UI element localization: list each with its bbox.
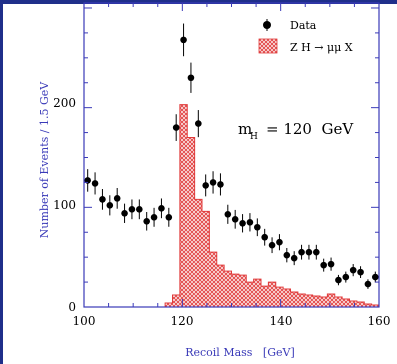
x-tick-label-100: 100 — [73, 314, 96, 328]
signal-bin — [349, 301, 357, 307]
signal-bin — [275, 287, 284, 307]
signal-bin — [187, 137, 195, 307]
signal-bin — [172, 295, 180, 307]
data-point — [128, 206, 136, 213]
x-tick-label-160: 160 — [368, 314, 391, 328]
legend-signal-label: Z H → μμ X — [290, 41, 353, 54]
signal-bin — [246, 282, 254, 307]
signal-bin — [194, 199, 202, 307]
data-point — [335, 276, 342, 284]
left-border-bar — [0, 0, 3, 364]
data-point — [91, 180, 99, 187]
signal-bin — [238, 275, 247, 307]
data-point — [172, 124, 180, 131]
y-tick-label-200: 200 — [53, 96, 76, 110]
legend-signal-swatch — [258, 38, 278, 54]
annotation-prefix: m — [238, 120, 252, 138]
legend-data-label: Data — [290, 19, 317, 32]
signal-bin — [209, 252, 217, 307]
signal-bin — [231, 274, 239, 307]
signal-bin — [216, 265, 225, 307]
legend: Data Z H → μμ X — [258, 19, 353, 54]
signal-bin — [283, 289, 291, 307]
data-point — [202, 182, 209, 189]
annotation-subscript: H — [250, 132, 258, 142]
data-point — [224, 211, 232, 218]
data-point — [180, 36, 187, 44]
data-point — [239, 219, 246, 227]
signal-bin — [297, 294, 306, 307]
data-point — [276, 238, 283, 246]
data-point — [165, 213, 173, 221]
data-point — [254, 223, 261, 231]
data-point — [349, 266, 357, 274]
data-point — [106, 202, 114, 209]
data-point — [320, 261, 327, 269]
data-point — [372, 273, 379, 281]
data-point — [327, 260, 335, 268]
x-tick-label-120: 120 — [171, 314, 194, 328]
data-point — [187, 74, 195, 82]
signal-bin — [261, 286, 269, 307]
data-point — [290, 254, 298, 262]
signal-bin — [165, 303, 173, 307]
signal-histogram-outline — [84, 104, 379, 308]
signal-bin — [327, 294, 335, 307]
signal-bin — [334, 297, 343, 307]
x-tick-label-140: 140 — [270, 314, 293, 328]
data-point — [217, 181, 224, 188]
x-axis-title: Recoil Mass [GeV] — [185, 346, 295, 359]
data-point — [342, 273, 350, 281]
signal-bin — [202, 211, 210, 307]
data-point — [268, 241, 276, 249]
data-point — [283, 251, 291, 259]
signal-bin — [305, 295, 313, 307]
signal-bin — [342, 299, 350, 307]
signal-histogram — [84, 104, 379, 308]
y-tick-label-100: 100 — [53, 198, 76, 212]
signal-bin — [179, 104, 188, 307]
data-point — [231, 215, 239, 223]
signal-bin — [268, 282, 276, 307]
higgs-mass-annotation: m H = 120 GeV — [238, 120, 354, 142]
signal-bin — [224, 271, 232, 307]
data-point — [99, 196, 106, 203]
signal-bin — [312, 296, 320, 307]
data-point — [143, 217, 150, 225]
data-point — [136, 206, 143, 213]
data-point — [113, 195, 121, 202]
data-point — [298, 248, 305, 256]
data-point — [313, 248, 320, 256]
data-point — [246, 218, 254, 226]
data-points — [84, 23, 379, 289]
data-point — [209, 179, 217, 186]
axis-ticks — [83, 3, 380, 308]
data-point — [195, 120, 202, 127]
data-point — [357, 268, 364, 276]
y-axis-title: Number of Events / 1.5 GeV — [38, 81, 51, 239]
data-point — [150, 213, 158, 221]
signal-bin — [356, 302, 365, 307]
y-tick-label-0: 0 — [68, 300, 76, 314]
signal-bin — [371, 305, 379, 307]
signal-bin — [253, 279, 261, 307]
signal-bin — [320, 297, 328, 307]
data-point — [364, 280, 372, 288]
top-border-bar — [0, 0, 397, 4]
signal-bin — [364, 304, 372, 307]
data-point — [121, 210, 128, 217]
data-point — [158, 205, 165, 212]
data-point — [261, 233, 268, 241]
signal-bin — [290, 292, 298, 307]
annotation-value: = 120 GeV — [266, 120, 354, 138]
data-point — [305, 248, 313, 256]
